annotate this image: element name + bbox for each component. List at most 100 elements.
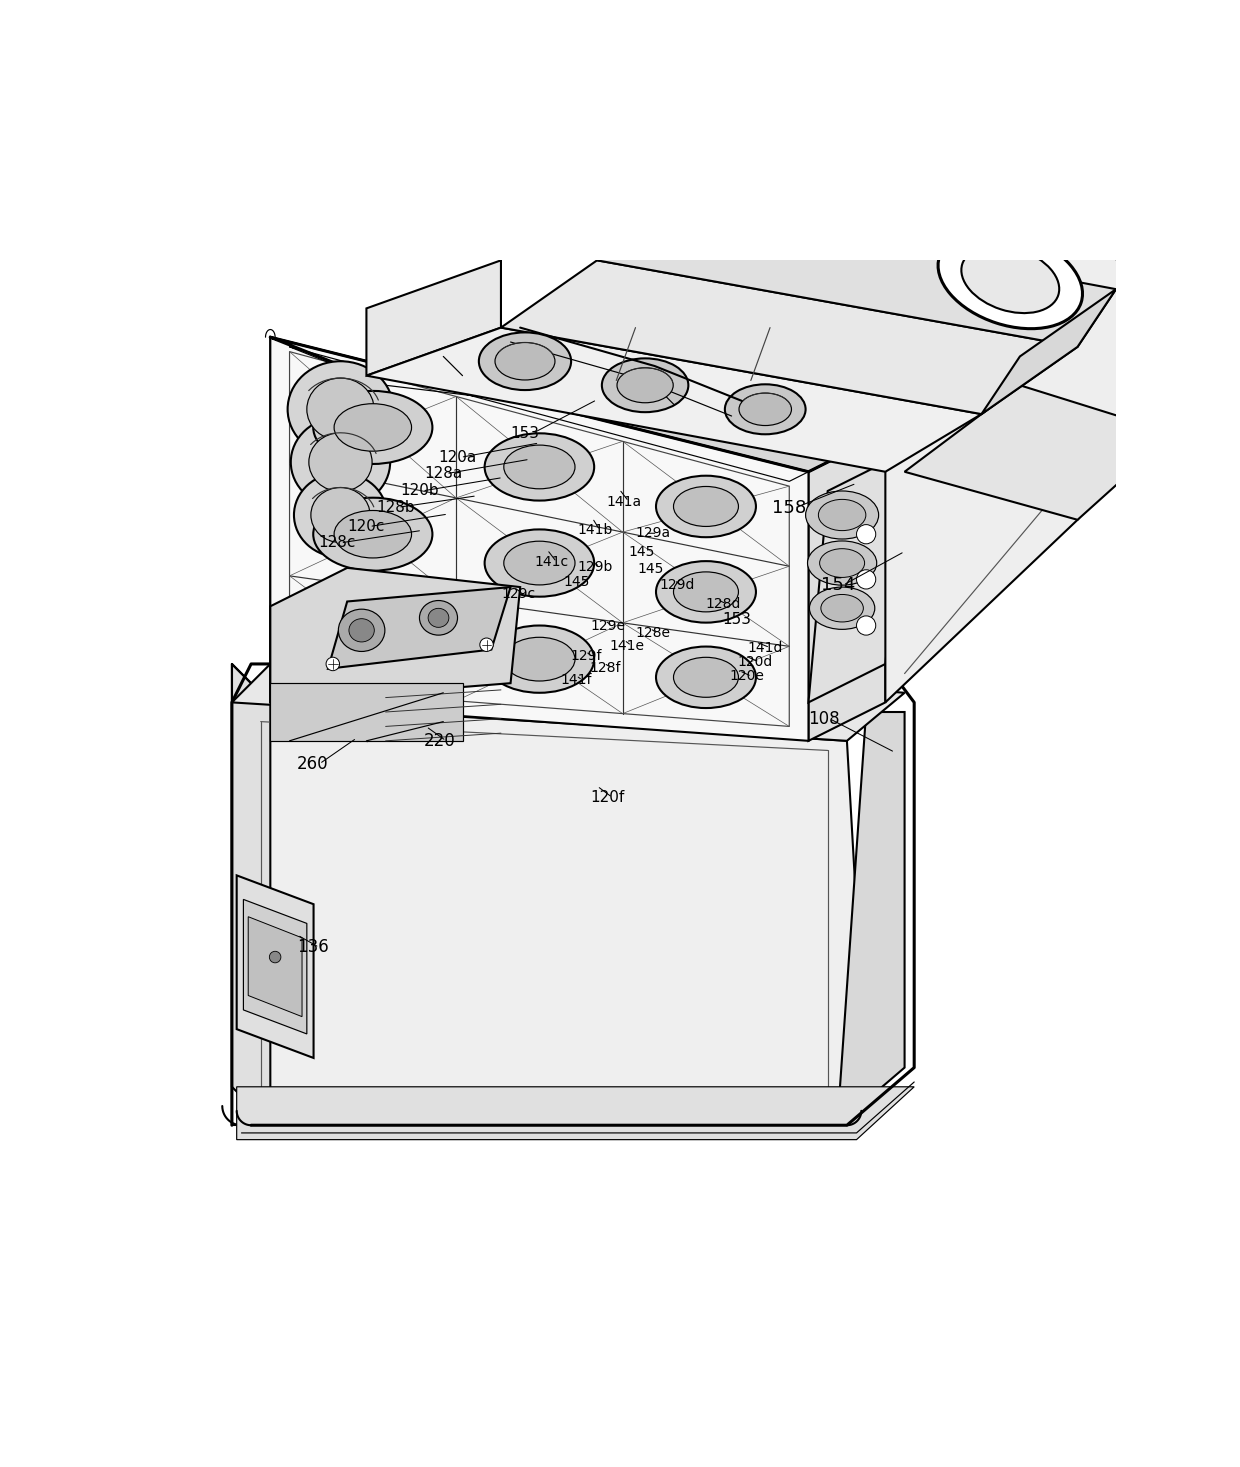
Polygon shape bbox=[367, 327, 982, 472]
Circle shape bbox=[269, 951, 281, 962]
Ellipse shape bbox=[807, 541, 877, 585]
Ellipse shape bbox=[339, 609, 384, 651]
Ellipse shape bbox=[294, 472, 387, 557]
Text: 120c: 120c bbox=[347, 519, 384, 534]
Ellipse shape bbox=[806, 491, 879, 538]
Text: 120e: 120e bbox=[729, 669, 765, 684]
Ellipse shape bbox=[673, 487, 739, 527]
Text: 120f: 120f bbox=[590, 791, 625, 805]
Ellipse shape bbox=[485, 433, 594, 500]
Circle shape bbox=[857, 569, 875, 588]
Ellipse shape bbox=[309, 433, 372, 491]
Ellipse shape bbox=[821, 594, 863, 622]
Polygon shape bbox=[837, 711, 905, 1125]
Ellipse shape bbox=[314, 604, 433, 678]
Polygon shape bbox=[270, 568, 521, 703]
Text: 220: 220 bbox=[424, 732, 456, 750]
Ellipse shape bbox=[961, 246, 1059, 312]
Ellipse shape bbox=[334, 511, 412, 557]
Polygon shape bbox=[232, 665, 270, 1125]
Ellipse shape bbox=[291, 417, 391, 508]
Ellipse shape bbox=[818, 499, 866, 531]
Ellipse shape bbox=[485, 625, 594, 692]
Polygon shape bbox=[248, 917, 303, 1017]
Text: 153: 153 bbox=[511, 425, 539, 440]
Text: 141c: 141c bbox=[534, 555, 569, 569]
Text: 136: 136 bbox=[298, 939, 329, 956]
Ellipse shape bbox=[479, 333, 572, 390]
Ellipse shape bbox=[288, 361, 393, 458]
Ellipse shape bbox=[939, 230, 1083, 329]
Ellipse shape bbox=[503, 445, 575, 489]
Text: 128b: 128b bbox=[376, 500, 414, 515]
Polygon shape bbox=[982, 289, 1116, 414]
Ellipse shape bbox=[820, 549, 864, 578]
Circle shape bbox=[857, 525, 875, 544]
Ellipse shape bbox=[495, 342, 556, 380]
Ellipse shape bbox=[485, 530, 594, 597]
Ellipse shape bbox=[306, 378, 374, 440]
Ellipse shape bbox=[428, 609, 449, 628]
Ellipse shape bbox=[419, 600, 458, 635]
Text: 129b: 129b bbox=[578, 560, 614, 574]
Text: 141d: 141d bbox=[748, 641, 784, 654]
Polygon shape bbox=[270, 337, 367, 741]
Ellipse shape bbox=[348, 619, 374, 643]
Text: 260: 260 bbox=[298, 756, 329, 773]
Text: 108: 108 bbox=[808, 710, 841, 728]
Polygon shape bbox=[232, 644, 905, 741]
Ellipse shape bbox=[601, 358, 688, 412]
Polygon shape bbox=[270, 337, 885, 472]
Ellipse shape bbox=[314, 497, 433, 571]
Text: 128e: 128e bbox=[635, 626, 671, 640]
Text: 128d: 128d bbox=[706, 597, 742, 612]
Polygon shape bbox=[232, 703, 866, 1125]
Ellipse shape bbox=[810, 587, 874, 629]
Circle shape bbox=[326, 657, 340, 670]
Ellipse shape bbox=[725, 384, 806, 434]
Ellipse shape bbox=[311, 487, 370, 543]
Ellipse shape bbox=[314, 390, 433, 464]
Text: 141a: 141a bbox=[606, 494, 642, 509]
Ellipse shape bbox=[503, 637, 575, 681]
Ellipse shape bbox=[673, 657, 739, 697]
Ellipse shape bbox=[334, 618, 412, 665]
Text: 120b: 120b bbox=[401, 484, 439, 499]
Ellipse shape bbox=[673, 572, 739, 612]
Text: 129f: 129f bbox=[570, 650, 601, 663]
Text: 128a: 128a bbox=[424, 467, 463, 481]
Ellipse shape bbox=[739, 393, 791, 425]
Circle shape bbox=[480, 638, 494, 651]
Polygon shape bbox=[237, 1087, 914, 1140]
Polygon shape bbox=[501, 260, 1078, 414]
Text: 120a: 120a bbox=[439, 450, 476, 465]
Polygon shape bbox=[885, 222, 1213, 703]
Text: 145: 145 bbox=[563, 575, 590, 590]
Polygon shape bbox=[367, 260, 501, 376]
Text: 154: 154 bbox=[821, 577, 856, 594]
Text: 129d: 129d bbox=[660, 578, 694, 593]
Text: 128c: 128c bbox=[319, 535, 356, 550]
Text: 141f: 141f bbox=[560, 673, 591, 688]
Polygon shape bbox=[905, 386, 1174, 519]
Polygon shape bbox=[596, 202, 1116, 346]
Polygon shape bbox=[808, 433, 885, 741]
Ellipse shape bbox=[656, 475, 756, 537]
Circle shape bbox=[857, 616, 875, 635]
Polygon shape bbox=[327, 587, 511, 669]
Text: 120d: 120d bbox=[738, 656, 773, 669]
Ellipse shape bbox=[656, 647, 756, 709]
Text: 129c: 129c bbox=[501, 587, 536, 601]
Ellipse shape bbox=[503, 541, 575, 585]
Ellipse shape bbox=[618, 368, 673, 403]
Text: 129e: 129e bbox=[590, 619, 625, 632]
Text: 128f: 128f bbox=[589, 660, 621, 675]
Text: 158: 158 bbox=[773, 499, 806, 518]
Text: 145: 145 bbox=[637, 562, 663, 577]
Ellipse shape bbox=[334, 403, 412, 452]
Text: 141b: 141b bbox=[578, 524, 614, 537]
Text: 153: 153 bbox=[722, 612, 751, 628]
Polygon shape bbox=[270, 684, 463, 741]
Polygon shape bbox=[270, 337, 808, 741]
Polygon shape bbox=[808, 452, 905, 703]
